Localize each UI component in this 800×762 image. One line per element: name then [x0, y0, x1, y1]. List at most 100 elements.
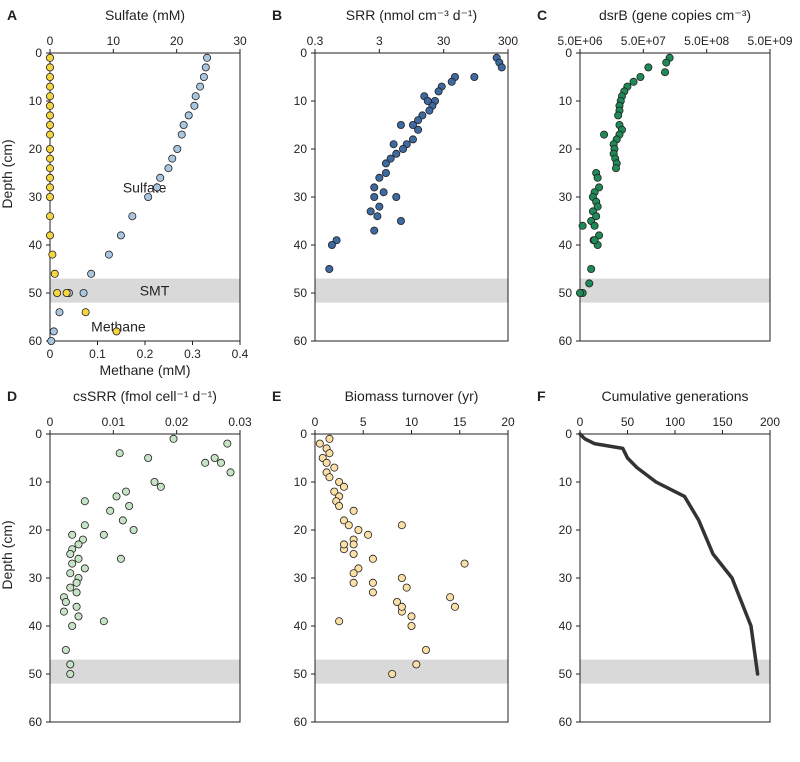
cssrr-point — [223, 439, 232, 448]
y-tick-label: 10 — [29, 94, 43, 108]
y-tick-label: 40 — [29, 619, 43, 633]
y-tick-label: 20 — [294, 523, 308, 537]
srr-point — [414, 116, 423, 125]
biomass-turnover-point — [354, 526, 363, 535]
biomass-turnover-point — [349, 550, 358, 559]
y-tick-label: 50 — [294, 286, 308, 300]
x-tick-label: 20 — [170, 34, 184, 48]
sulfate-point — [104, 250, 113, 259]
cssrr-point — [66, 670, 75, 679]
y-tick-label: 20 — [559, 523, 573, 537]
srr-point — [396, 121, 405, 130]
y-tick-label: 30 — [29, 190, 43, 204]
sulfate-point — [203, 53, 212, 62]
methane-point — [50, 269, 59, 278]
srr-point — [425, 106, 434, 115]
y-tick-label: 50 — [29, 286, 43, 300]
biomass-turnover-point — [368, 588, 377, 597]
x-tick-label: 0 — [312, 415, 319, 429]
srr-point — [375, 202, 384, 211]
y-tick-label: 0 — [35, 46, 42, 60]
chart-title: dsrB (gene copies cm⁻³) — [599, 7, 751, 23]
y-tick-label: 30 — [294, 190, 308, 204]
x-tick-label: 10 — [405, 415, 419, 429]
methane-point — [46, 130, 55, 139]
dsrb-point — [593, 173, 602, 182]
biomass-turnover-point — [325, 473, 334, 482]
y-tick-label: 50 — [294, 667, 308, 681]
x-tick-label: 0.01 — [102, 415, 126, 429]
y-tick-label: 60 — [29, 715, 43, 729]
cssrr-point — [66, 660, 75, 669]
methane-point — [46, 73, 55, 82]
sulfate-point — [87, 269, 96, 278]
cssrr-point — [216, 458, 225, 467]
cssrr-point — [144, 453, 153, 462]
sulfate-point — [177, 130, 186, 139]
biomass-turnover-point — [450, 602, 459, 611]
panel-d: 0 0.01 0.02 0.03 0 10 20 30 40 50 60 csSRR (fmol ce… — [0, 388, 252, 729]
biomass-turnover-point — [322, 458, 331, 467]
y-tick-label: 60 — [559, 715, 573, 729]
cssrr-point — [116, 554, 125, 563]
smt-band — [315, 278, 508, 303]
methane-point — [46, 63, 55, 72]
cssrr-point — [210, 453, 219, 462]
y-axis-label: Depth (cm) — [0, 139, 15, 208]
srr-point — [327, 240, 336, 249]
biomass-turnover-point — [407, 622, 416, 631]
panel-a: SMT 0 10 20 30 0 0.1 0.2 0.3 0.4 Methane (mM) 0 10 20… — [0, 7, 249, 378]
sulfate-point — [173, 144, 182, 153]
dsrb-point — [590, 236, 599, 245]
panel-label: D — [7, 388, 17, 404]
x-tick-label: 0.3 — [307, 34, 324, 48]
srr-point — [470, 73, 479, 82]
methane-point — [46, 111, 55, 120]
dsrb-point — [636, 73, 645, 82]
srr-point — [399, 144, 408, 153]
x-tick-label: 0.02 — [165, 415, 189, 429]
y-tick-label: 60 — [294, 334, 308, 348]
x-tick-label: 15 — [453, 415, 467, 429]
methane-point — [46, 92, 55, 101]
biomass-turnover-point — [344, 521, 353, 530]
srr-point — [325, 264, 334, 273]
y-tick-label: 0 — [565, 427, 572, 441]
dsrb-point — [600, 130, 609, 139]
y-tick-label: 0 — [35, 427, 42, 441]
x-tick-label: 0 — [47, 34, 54, 48]
x-tick-label: 5.0E+08 — [684, 34, 729, 48]
biomass-turnover-point — [446, 593, 455, 602]
y-tick-label: 0 — [565, 46, 572, 60]
panel-c: 5.0E+06 5.0E+07 5.0E+08 5.0E+09 0 10 20 30 40 50 6… — [537, 7, 793, 348]
biomass-turnover-point — [330, 487, 339, 496]
biomass-turnover-point — [335, 501, 344, 510]
annotation-label: Methane — [91, 319, 146, 335]
chart-title: Biomass turnover (yr) — [345, 388, 479, 404]
panel-label: C — [537, 7, 547, 23]
biomass-turnover-point — [315, 439, 324, 448]
y-tick-label: 40 — [559, 238, 573, 252]
y-tick-label: 0 — [300, 427, 307, 441]
cssrr-point — [66, 550, 75, 559]
methane-point — [46, 144, 55, 153]
biomass-turnover-point — [397, 521, 406, 530]
sulfate-point — [47, 336, 56, 345]
x2-tick-label: 0.3 — [184, 347, 201, 361]
cssrr-point — [80, 497, 89, 506]
x-tick-label: 200 — [760, 415, 780, 429]
cssrr-point — [72, 588, 81, 597]
methane-point — [62, 288, 71, 297]
sulfate-point — [190, 101, 199, 110]
biomass-turnover-point — [325, 434, 334, 443]
dsrb-point — [590, 221, 599, 230]
sulfate-point — [199, 73, 208, 82]
srr-point — [497, 63, 506, 72]
methane-point — [53, 288, 62, 297]
biomass-turnover-point — [421, 646, 430, 655]
x-tick-label: 5.0E+07 — [621, 34, 666, 48]
sulfate-point — [201, 63, 210, 72]
sulfate-point — [164, 164, 173, 173]
x-tick-label: 30 — [437, 34, 451, 48]
